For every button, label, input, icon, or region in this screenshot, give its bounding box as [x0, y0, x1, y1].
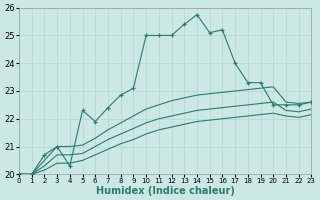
- X-axis label: Humidex (Indice chaleur): Humidex (Indice chaleur): [96, 186, 235, 196]
